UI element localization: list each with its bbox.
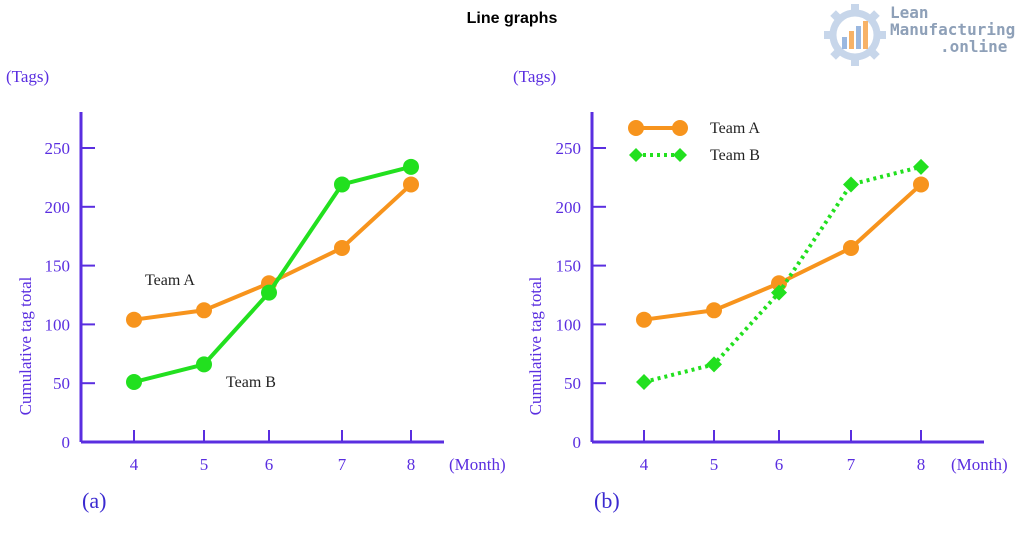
logo-line-2: Manufacturing	[890, 20, 1016, 39]
data-point	[771, 284, 787, 301]
y-tick-label: 250	[45, 139, 71, 158]
y-axis-title: Cumulative tag total	[16, 276, 35, 415]
x-tick-label: 7	[847, 455, 856, 474]
x-tick-label: 5	[200, 455, 209, 474]
logo-line-1: Lean	[890, 3, 929, 22]
data-point	[913, 176, 929, 193]
gear-chart-logo-icon	[824, 4, 886, 66]
data-point	[261, 284, 277, 301]
x-tick-label: 5	[710, 455, 719, 474]
y-units-label: (Tags)	[513, 67, 556, 86]
y-units-label: (Tags)	[6, 67, 49, 86]
y-tick-label: 200	[556, 198, 582, 217]
x-units-label: (Month)	[449, 455, 506, 474]
legend-marker	[628, 120, 644, 136]
series-team-a	[636, 176, 929, 328]
legend-marker	[672, 120, 688, 136]
x-tick-label: 4	[130, 455, 139, 474]
y-tick-label: 50	[564, 374, 581, 393]
y-tick-label: 200	[45, 198, 71, 217]
data-point	[126, 374, 142, 391]
y-axis-title: Cumulative tag total	[526, 276, 545, 415]
x-tick-label: 8	[917, 455, 926, 474]
data-point	[334, 176, 350, 193]
data-point	[843, 176, 859, 193]
series-line	[643, 164, 922, 384]
x-tick-label: 7	[338, 455, 347, 474]
x-units-label: (Month)	[951, 455, 1008, 474]
y-tick-label: 0	[62, 433, 71, 452]
series-line	[643, 182, 923, 322]
y-tick-label: 150	[556, 257, 582, 276]
panel-label: (b)	[594, 488, 620, 513]
x-tick-label: 4	[640, 455, 649, 474]
data-point	[706, 302, 722, 319]
series-annotation: Team B	[226, 374, 276, 391]
data-point	[403, 158, 419, 175]
x-tick-label: 8	[407, 455, 416, 474]
data-point	[913, 158, 929, 175]
data-point	[706, 356, 722, 373]
data-point	[636, 311, 652, 328]
panel-label: (a)	[82, 488, 106, 513]
legend-marker	[629, 148, 643, 162]
y-tick-label: 50	[53, 374, 70, 393]
data-point	[843, 239, 859, 256]
y-tick-label: 150	[45, 257, 71, 276]
logo-wordmark: Lean Manufacturing .online	[890, 4, 1015, 55]
x-tick-label: 6	[265, 455, 274, 474]
data-point	[126, 311, 142, 328]
series-team-a	[126, 176, 419, 328]
logo-line-3: .online	[940, 37, 1008, 56]
x-tick-label: 6	[775, 455, 784, 474]
data-point	[403, 176, 419, 193]
lean-manufacturing-logo: Lean Manufacturing .online	[822, 4, 1024, 66]
page-title: Line graphs	[466, 10, 558, 27]
data-point	[334, 239, 350, 256]
y-tick-label: 250	[556, 139, 582, 158]
chart-panel-b: 0 50 100 150 200 250 4 5 6 7 8 (Tags) (Month) Cumulat…	[513, 67, 1008, 513]
y-tick-label: 100	[45, 315, 71, 334]
y-tick-label: 100	[556, 315, 582, 334]
data-point	[196, 356, 212, 373]
series-team-b	[126, 158, 419, 391]
legend-label: Team B	[710, 147, 760, 164]
data-point	[196, 302, 212, 319]
y-tick-label: 0	[573, 433, 582, 452]
series-annotation: Team A	[145, 272, 195, 289]
chart-legend: Team A Team B	[628, 120, 760, 164]
chart-panel-a: 0 50 100 150 200 250 4 5 6 7 8 (Tags) (Month) Cumulat…	[6, 67, 506, 513]
data-point	[636, 374, 652, 391]
series-team-b	[636, 158, 929, 391]
legend-label: Team A	[710, 120, 760, 137]
legend-marker	[673, 148, 687, 162]
